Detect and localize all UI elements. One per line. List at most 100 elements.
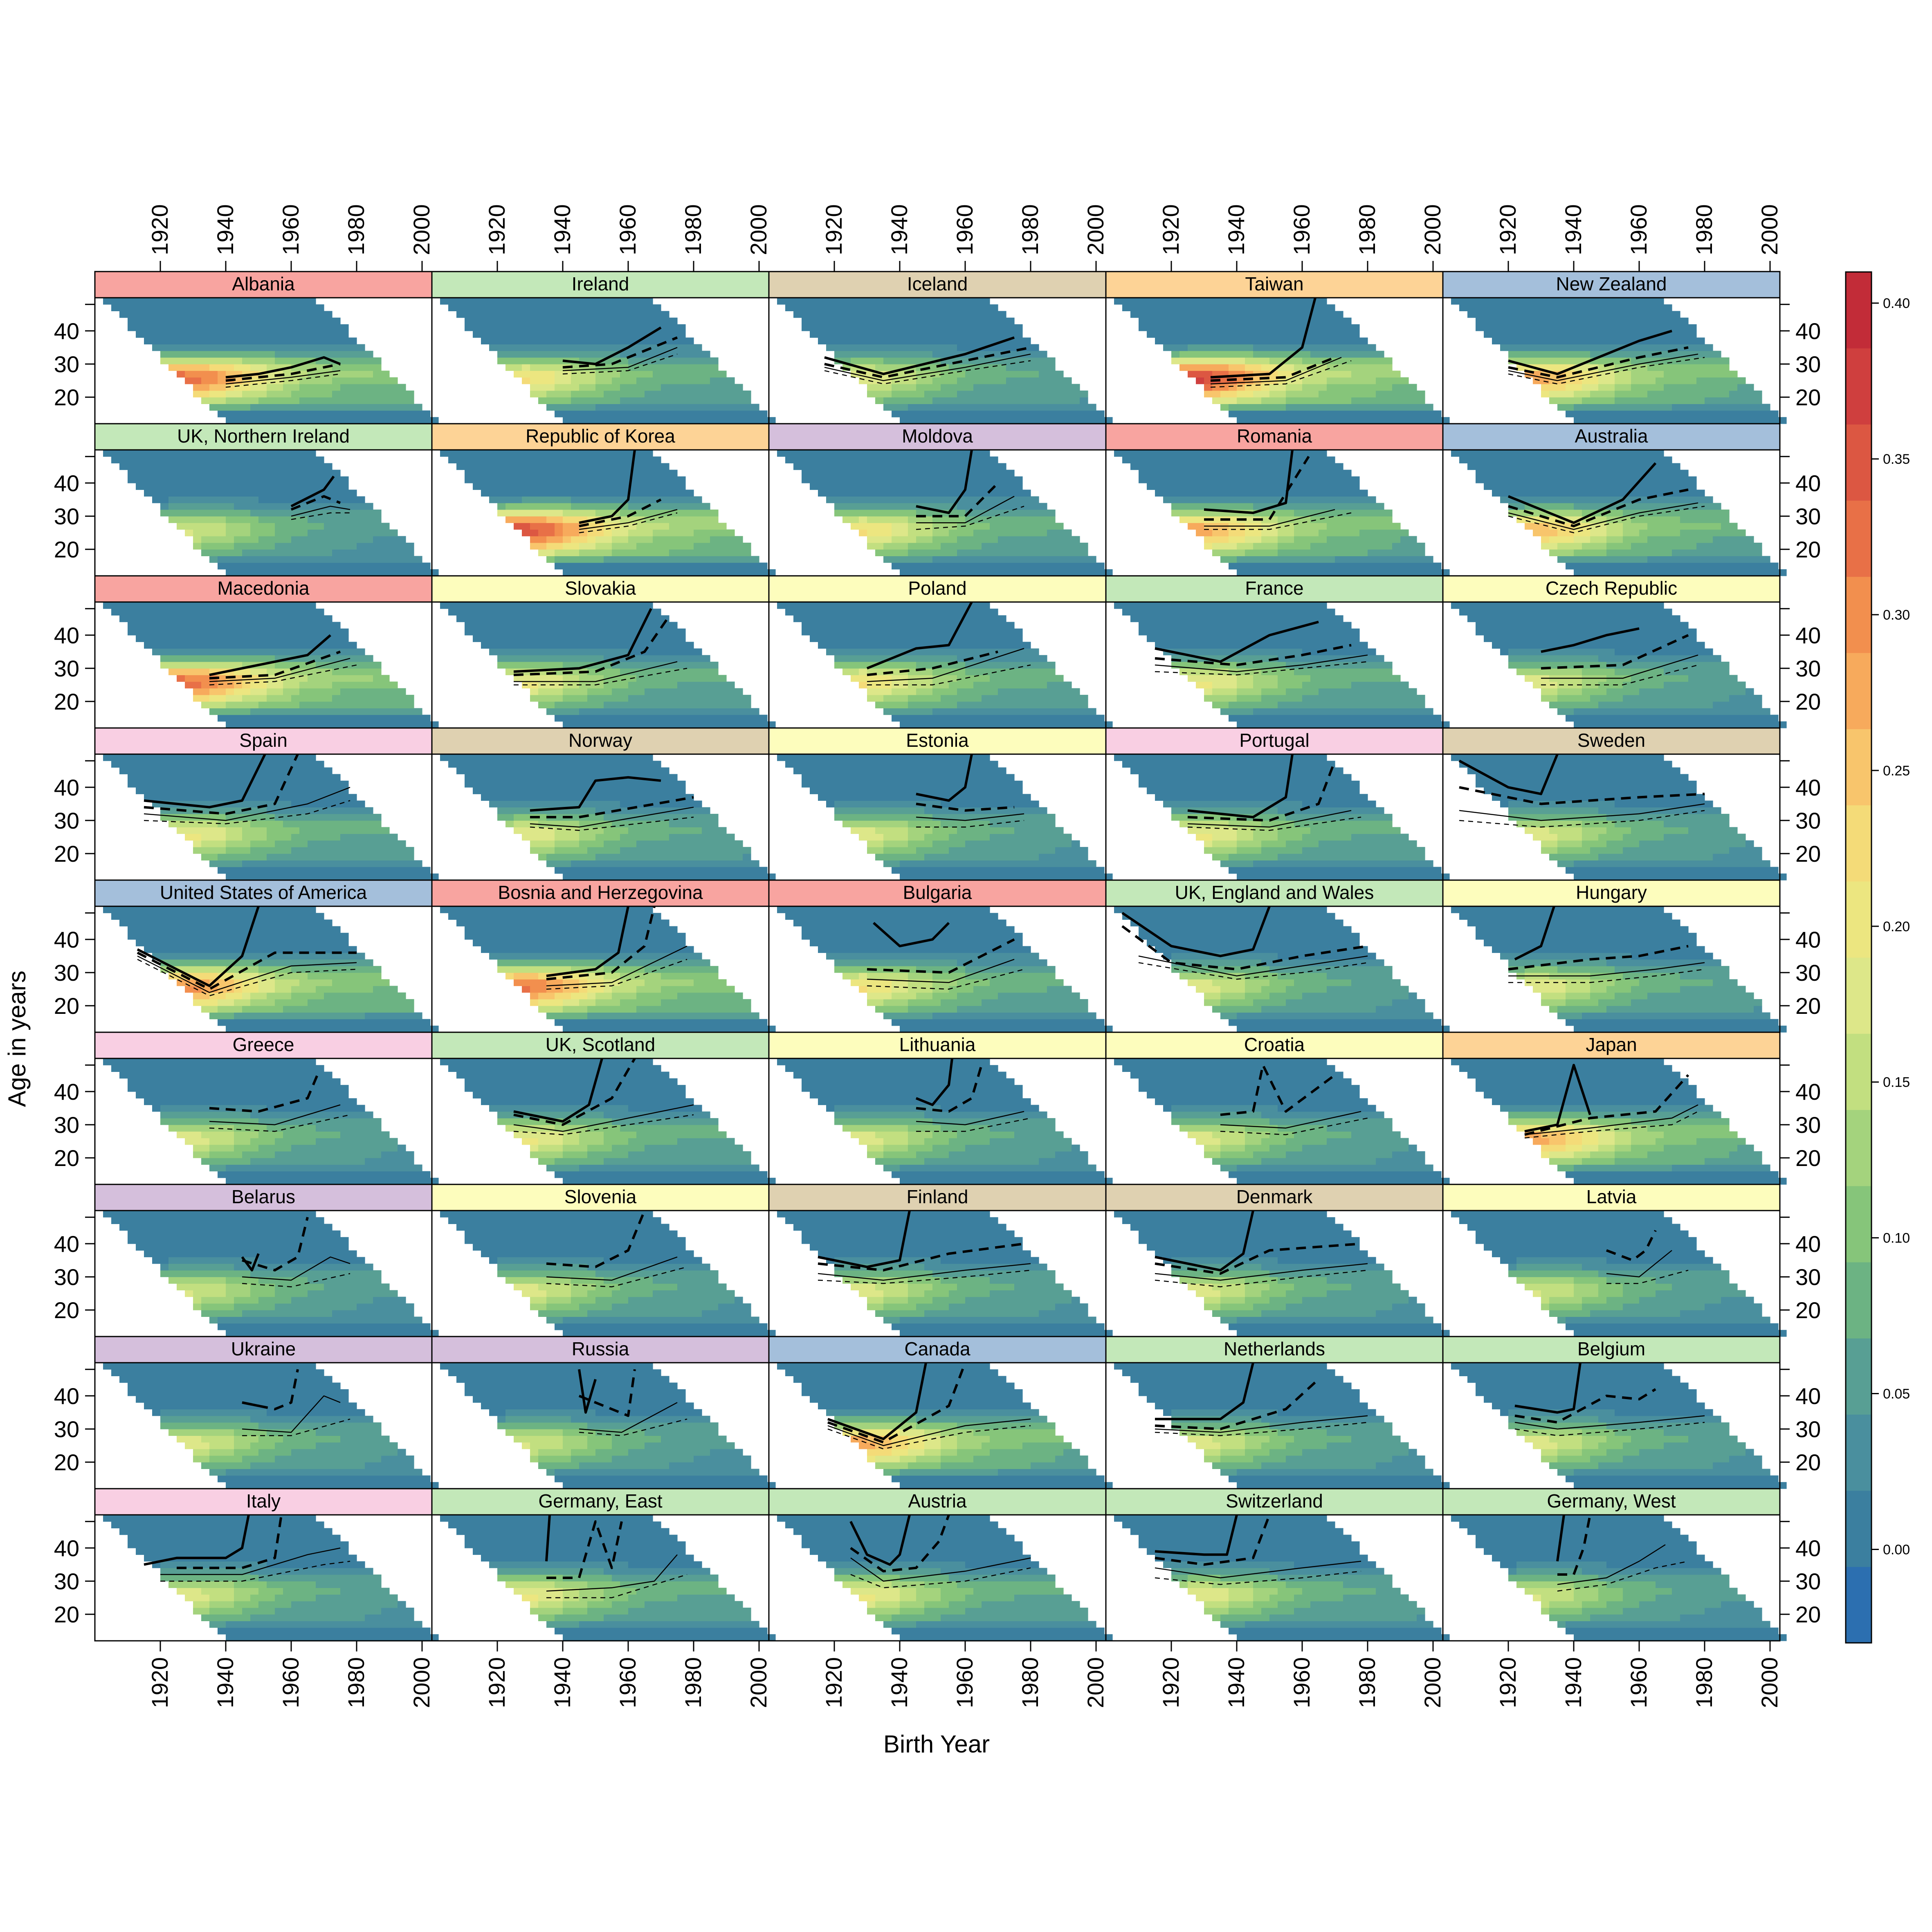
heat-cell — [932, 331, 941, 338]
heat-cell — [759, 563, 768, 570]
heat-cell — [177, 337, 185, 344]
heat-cell — [357, 523, 365, 530]
heat-cell — [1525, 463, 1533, 470]
heat-cell — [340, 523, 349, 530]
heat-cell — [1598, 384, 1607, 391]
heat-cell — [348, 404, 357, 411]
heat-cell — [283, 311, 292, 318]
heat-cell — [563, 456, 571, 463]
heat-cell — [291, 549, 300, 556]
heat-cell — [1639, 536, 1648, 543]
heat-cell — [489, 337, 498, 344]
heat-cell — [1721, 523, 1730, 530]
heat-cell — [694, 391, 702, 398]
heat-cell — [1031, 377, 1039, 384]
heat-cell — [1286, 503, 1294, 510]
heat-cell — [1006, 411, 1015, 418]
heat-cell — [530, 530, 539, 537]
heat-cell — [900, 563, 908, 570]
heat-cell — [514, 456, 522, 463]
heat-cell — [1541, 331, 1550, 338]
heatmap-albania — [103, 298, 439, 424]
heat-cell — [1343, 549, 1352, 556]
heat-cell — [998, 476, 1006, 483]
heat-cell — [1319, 556, 1327, 563]
heat-cell — [587, 470, 596, 477]
heat-cell — [1631, 463, 1640, 470]
heat-cell — [1705, 364, 1713, 371]
heat-cell — [1631, 318, 1640, 325]
heat-cell — [1664, 391, 1672, 398]
heat-cell — [1680, 371, 1689, 377]
heat-cell — [275, 543, 283, 550]
heat-cell — [177, 304, 185, 311]
heat-cell — [604, 530, 612, 537]
heat-cell — [348, 536, 357, 543]
heat-cell — [1253, 397, 1262, 404]
heat-cell — [941, 490, 949, 496]
heat-cell — [128, 450, 136, 457]
heat-cell — [218, 483, 226, 490]
heat-cell — [1245, 483, 1254, 490]
heat-cell — [373, 384, 382, 391]
heat-cell — [998, 523, 1006, 530]
heat-cell — [514, 318, 522, 325]
heat-cell — [1729, 523, 1738, 530]
heat-cell — [802, 318, 810, 325]
heat-cell — [1516, 463, 1525, 470]
heat-cell — [1302, 556, 1311, 563]
heat-cell — [1590, 456, 1599, 463]
heat-cell — [1664, 304, 1672, 311]
heat-cell — [1130, 463, 1139, 470]
heat-cell — [209, 450, 218, 457]
heat-cell — [546, 536, 555, 543]
heat-cell — [1598, 391, 1607, 398]
heat-cell — [612, 331, 620, 338]
heat-cell — [218, 304, 226, 311]
heat-cell — [1335, 483, 1343, 490]
heat-cell — [1647, 324, 1656, 331]
heat-cell — [555, 563, 563, 570]
heat-cell — [965, 490, 974, 496]
heat-cell — [1688, 530, 1697, 537]
heat-cell — [932, 351, 941, 358]
heat-cell — [1269, 569, 1278, 576]
heat-cell — [1327, 324, 1335, 331]
heat-cell — [1598, 496, 1607, 503]
heat-cell — [571, 311, 580, 318]
heat-cell — [1541, 450, 1550, 457]
heat-cell — [1237, 337, 1245, 344]
heat-cell — [669, 391, 678, 398]
heat-cell — [1261, 357, 1270, 364]
heat-cell — [1261, 490, 1270, 496]
heat-cell — [571, 490, 580, 496]
heat-cell — [1574, 496, 1582, 503]
heat-cell — [998, 331, 1006, 338]
heat-cell — [859, 318, 867, 325]
heat-cell — [645, 417, 653, 424]
heat-cell — [1286, 331, 1294, 338]
heat-cell — [505, 456, 514, 463]
heat-cell — [900, 549, 908, 556]
heat-cell — [348, 490, 357, 496]
heat-cell — [1196, 351, 1204, 358]
heat-cell — [990, 417, 998, 424]
heat-cell — [982, 411, 990, 418]
heat-cell — [1351, 404, 1360, 411]
heat-cell — [1294, 411, 1303, 418]
heat-cell — [653, 417, 661, 424]
heat-cell — [990, 397, 998, 404]
heat-cell — [1080, 549, 1088, 556]
heat-cell — [982, 397, 990, 404]
heat-cell — [810, 311, 818, 318]
heat-cell — [152, 324, 161, 331]
heat-cell — [1302, 411, 1311, 418]
heat-cell — [497, 304, 506, 311]
heat-cell — [267, 569, 275, 576]
heat-cell — [875, 391, 884, 398]
heat-cell — [1047, 523, 1056, 530]
heat-cell — [1557, 311, 1566, 318]
heat-cell — [1155, 331, 1164, 338]
heat-cell — [579, 456, 588, 463]
heat-cell — [1130, 456, 1139, 463]
